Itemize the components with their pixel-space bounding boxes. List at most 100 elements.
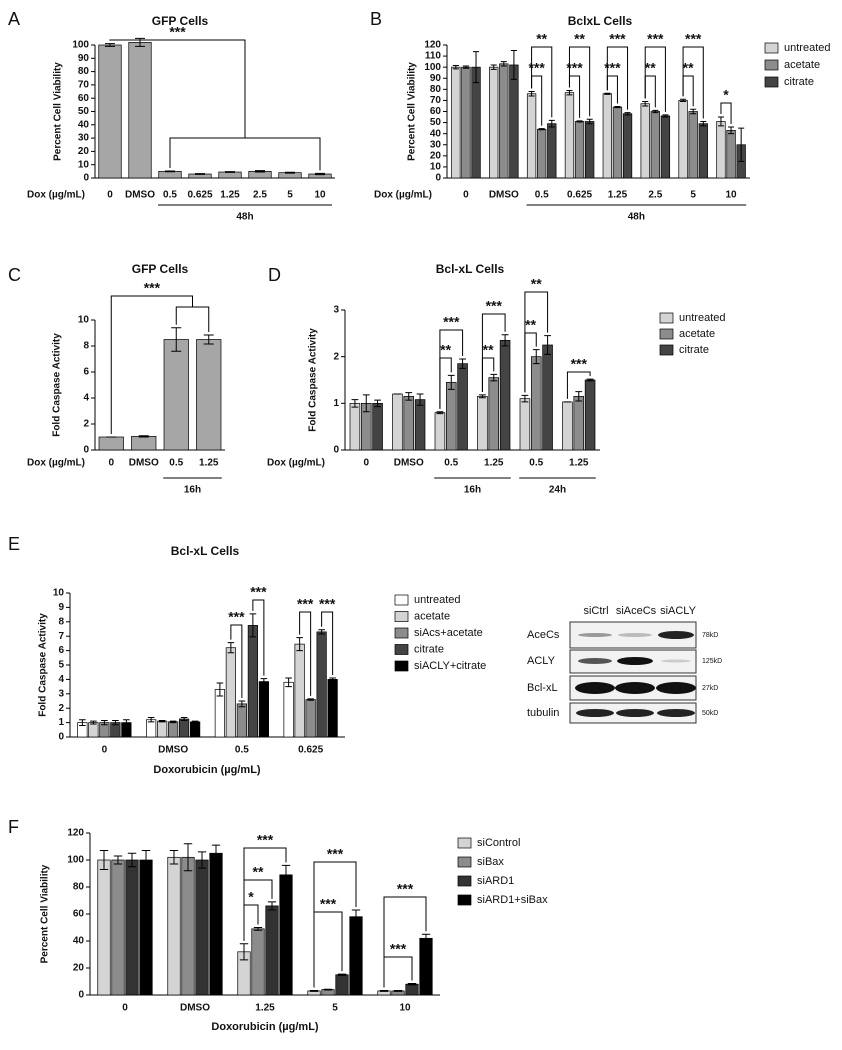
x-axis-label: Dox (µg/mL) (374, 190, 432, 201)
error-bar (501, 334, 509, 347)
y-tick-label: 40 (78, 119, 90, 130)
x-axis-label: Dox (µg/mL) (267, 458, 325, 469)
western-blot: siCtrl siAceCs siACLY AceCs ACLY Bcl-xL … (527, 605, 722, 724)
band (576, 709, 614, 717)
bar (372, 402, 383, 451)
x-tick-label: 0 (107, 190, 113, 201)
y-axis-label: Fold Caspase Activity (308, 328, 319, 432)
error-bar (614, 106, 621, 109)
bar (716, 121, 726, 179)
y-tick-label: 0 (58, 732, 64, 743)
error-bar (79, 719, 86, 726)
y-tick-label: 0 (78, 990, 84, 1001)
significance-label: ** (525, 317, 536, 333)
bar (335, 974, 349, 996)
legend-swatch (764, 76, 779, 88)
bar (125, 859, 139, 996)
bar (168, 721, 179, 738)
error-bar (407, 983, 417, 986)
bar (88, 722, 99, 738)
error-bar (105, 43, 115, 47)
bar (163, 339, 189, 451)
error-bar (490, 64, 497, 70)
bar (349, 916, 363, 996)
y-tick-label: 80 (430, 84, 442, 95)
bar (457, 363, 468, 451)
bar (622, 113, 633, 179)
bar (265, 905, 279, 996)
bar (414, 399, 426, 451)
significance-label: *** (320, 896, 337, 912)
group-label: 16h (464, 485, 481, 496)
bar (461, 66, 471, 179)
bar (574, 121, 585, 179)
significance-bracket (252, 599, 265, 676)
panel-label: D (268, 265, 281, 285)
bar (196, 339, 222, 451)
error-bar (216, 682, 224, 697)
error-bar (379, 990, 389, 992)
error-bar (738, 127, 745, 162)
error-bar (169, 720, 177, 724)
y-tick-label: 50 (430, 117, 442, 128)
x-tick-label: 1.25 (220, 190, 240, 201)
x-tick-label: 5 (690, 190, 696, 201)
error-bar (362, 394, 370, 413)
significance-label: ** (531, 276, 542, 292)
error-bar (249, 613, 257, 638)
bar (698, 123, 708, 179)
error-bar (112, 719, 119, 726)
band (658, 631, 694, 639)
y-tick-label: 120 (424, 40, 441, 51)
x-tick-label: DMSO (180, 1003, 210, 1014)
band (615, 682, 655, 694)
legend-label: untreated (414, 594, 460, 606)
y-tick-label: 40 (73, 936, 85, 947)
legend-label: untreated (784, 42, 830, 54)
x-tick-label: 0 (122, 1003, 128, 1014)
y-tick-label: 70 (78, 80, 90, 91)
significance-label: *** (571, 356, 588, 372)
bar (537, 128, 547, 179)
bar (726, 129, 736, 179)
bar (214, 689, 225, 738)
blot-size: 125kD (702, 658, 722, 665)
bar (111, 859, 125, 996)
x-axis-label: Doxorubicin (µg/mL) (211, 1021, 319, 1033)
x-tick-label: 0.625 (187, 190, 212, 201)
bar (660, 115, 671, 179)
x-tick-label: 5 (287, 190, 293, 201)
error-bar (500, 61, 507, 67)
legend-label: acetate (679, 328, 715, 340)
significance-label: ** (645, 60, 656, 76)
significance-label: *** (566, 60, 583, 76)
x-tick-label: 0.5 (163, 190, 177, 201)
error-bar (267, 901, 277, 911)
x-tick-label: 1.25 (608, 190, 628, 201)
significance-bracket (531, 46, 553, 118)
error-bar (337, 973, 347, 976)
x-tick-label: DMSO (394, 458, 424, 469)
x-tick-label: 0 (363, 458, 369, 469)
significance-label: ** (683, 60, 694, 76)
bar (562, 401, 573, 451)
y-tick-label: 3 (333, 305, 339, 316)
error-bar (416, 393, 424, 406)
significance-label: ** (253, 864, 264, 880)
group-label: 48h (236, 212, 253, 223)
y-tick-label: 10 (78, 159, 90, 170)
y-tick-label: 100 (67, 855, 84, 866)
error-bar (90, 720, 97, 725)
error-bar (197, 851, 207, 869)
y-tick-label: 20 (430, 150, 442, 161)
x-tick-label: 1.25 (255, 1003, 275, 1014)
error-bar (436, 411, 444, 415)
error-bar (548, 119, 555, 128)
y-tick-label: 70 (430, 95, 442, 106)
panel-label: B (370, 9, 382, 29)
significance-label: *** (397, 881, 414, 897)
y-tick-label: 2 (58, 703, 64, 714)
error-bar (227, 642, 235, 654)
chart-title: GFP Cells (152, 14, 209, 28)
bar (602, 93, 612, 179)
